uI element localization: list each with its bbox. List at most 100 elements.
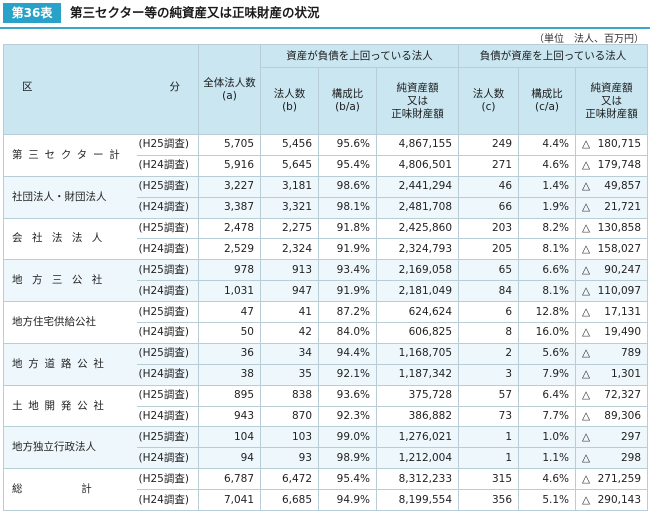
- cell-total: 2,529: [198, 238, 261, 261]
- cell-l-amount: △ 297: [575, 426, 649, 449]
- negative-marker: △: [582, 305, 591, 318]
- cell-a-count: 42: [260, 322, 319, 344]
- row-group-label-text: 地方道路公社: [12, 357, 110, 370]
- cell-l-ratio: 1.0%: [518, 426, 577, 449]
- cell-l-amount-value: 72,327: [604, 389, 642, 402]
- row-group-label-text: 地方独立行政法人: [12, 441, 96, 454]
- survey-year: (H24調査): [136, 238, 199, 261]
- negative-marker: △: [582, 159, 591, 172]
- table-row: 地方三公社 (H25調査) 978 913 93.4% 2,169,058 65 6.6% △ 9…: [3, 259, 649, 303]
- cell-l-count: 203: [458, 217, 520, 240]
- cell-total: 47: [198, 301, 261, 324]
- table-row: (H24調査) 2,529 2,324 91.9% 2,324,793 205 8.1% △ 1…: [4, 238, 649, 261]
- cell-l-amount-value: 290,143: [597, 493, 642, 506]
- cell-a-amount: 2,169,058: [375, 259, 460, 282]
- cell-l-amount-value: 298: [620, 451, 642, 464]
- cell-l-amount: △ 158,027: [575, 238, 649, 261]
- cell-total: 3,387: [198, 196, 261, 219]
- row-group-label: 総計: [3, 468, 137, 511]
- cell-l-amount: △ 180,715: [575, 134, 649, 156]
- cell-a-count: 2,275: [260, 217, 319, 240]
- cell-l-ratio: 1.9%: [518, 196, 577, 219]
- cell-l-amount-value: 130,858: [597, 222, 642, 234]
- cell-total: 943: [198, 405, 261, 428]
- cell-l-count: 249: [458, 134, 520, 156]
- cell-l-count: 2: [458, 342, 520, 365]
- cell-l-count: 57: [458, 384, 520, 407]
- negative-marker: △: [582, 222, 591, 234]
- table-body: 第三セクター計 (H25調査) 5,705 5,456 95.6% 4,867,155 24…: [3, 134, 649, 511]
- cell-total: 6,787: [198, 468, 261, 491]
- table-row: 会社法法人 (H25調査) 2,478 2,275 91.8% 2,425,860 203 8…: [3, 217, 649, 261]
- negative-marker: △: [582, 284, 591, 297]
- cell-a-amount: 2,425,860: [375, 217, 460, 240]
- negative-marker: △: [582, 347, 591, 360]
- table-row: 総計 (H25調査) 6,787 6,472 95.4% 8,312,233 315 4.6%…: [3, 468, 649, 511]
- cell-l-count: 271: [458, 154, 520, 177]
- survey-year: (H25調査): [136, 342, 199, 365]
- cell-l-count: 66: [458, 196, 520, 219]
- cell-a-count: 93: [260, 447, 319, 470]
- cell-l-amount-value: 89,306: [604, 410, 642, 423]
- cell-a-amount: 2,481,708: [375, 196, 460, 219]
- cell-l-amount-value: 21,721: [604, 201, 642, 214]
- survey-year: (H24調査): [136, 363, 199, 386]
- cell-l-count: 1: [458, 426, 520, 449]
- header-total: 全体法人数 (a): [198, 44, 261, 135]
- cell-a-count: 3,181: [260, 175, 319, 198]
- cell-l-amount-value: 110,097: [597, 284, 642, 297]
- cell-l-ratio: 4.6%: [518, 154, 577, 177]
- row-group-label: 地方独立行政法人: [3, 426, 137, 470]
- table-title-bar: 第36表 第三セクター等の純資産又は正味財産の状況: [0, 0, 650, 29]
- row-group-label-text: 会社法法人: [12, 232, 112, 245]
- cell-a-amount: 386,882: [375, 405, 460, 428]
- negative-marker: △: [582, 451, 591, 464]
- cell-a-amount: 4,806,501: [375, 154, 460, 177]
- cell-a-ratio: 98.6%: [318, 175, 377, 198]
- header-a-amount: 純資産額 又は 正味財産額: [375, 67, 460, 135]
- cell-l-amount: △ 110,097: [575, 280, 649, 303]
- survey-year: (H24調査): [136, 196, 199, 219]
- row-group-label: 地方住宅供給公社: [3, 301, 137, 344]
- cell-a-amount: 1,212,004: [375, 447, 460, 470]
- row-group-label-text: 地方住宅供給公社: [12, 316, 96, 329]
- cell-a-amount: 624,624: [375, 301, 460, 324]
- row-group-label: 地方道路公社: [3, 342, 137, 386]
- cell-a-count: 947: [260, 280, 319, 303]
- cell-l-count: 1: [458, 447, 520, 470]
- cell-l-amount: △ 179,748: [575, 154, 649, 177]
- cell-a-count: 913: [260, 259, 319, 282]
- cell-a-ratio: 99.0%: [318, 426, 377, 449]
- cell-a-count: 103: [260, 426, 319, 449]
- cell-a-ratio: 95.4%: [318, 154, 377, 177]
- survey-year: (H24調査): [136, 405, 199, 428]
- cell-l-count: 356: [458, 489, 520, 511]
- cell-a-ratio: 87.2%: [318, 301, 377, 324]
- negative-marker: △: [582, 493, 591, 506]
- cell-l-count: 205: [458, 238, 520, 261]
- cell-a-ratio: 95.6%: [318, 134, 377, 156]
- header-l-count: 法人数 (c): [458, 67, 520, 135]
- cell-a-amount: 375,728: [375, 384, 460, 407]
- cell-l-amount: △ 271,259: [575, 468, 649, 491]
- cell-l-amount-value: 49,857: [604, 180, 642, 193]
- survey-year: (H25調査): [136, 175, 199, 198]
- table-row: (H24調査) 943 870 92.3% 386,882 73 7.7% △ 89,306: [4, 405, 649, 428]
- cell-l-amount-value: 271,259: [597, 472, 642, 485]
- cell-l-ratio: 12.8%: [518, 301, 577, 324]
- cell-l-ratio: 5.1%: [518, 489, 577, 511]
- cell-a-amount: 606,825: [375, 322, 460, 344]
- cell-l-ratio: 8.2%: [518, 217, 577, 240]
- negative-marker: △: [582, 410, 591, 423]
- cell-l-ratio: 8.1%: [518, 238, 577, 261]
- row-group-label: 会社法法人: [3, 217, 137, 261]
- cell-a-ratio: 91.9%: [318, 280, 377, 303]
- header-kubun-right: 分: [169, 81, 181, 93]
- header-l-amount: 純資産額 又は 正味財産額: [575, 67, 649, 135]
- cell-l-count: 3: [458, 363, 520, 386]
- header-a-ratio: 構成比 (b/a): [318, 67, 377, 135]
- cell-a-amount: 2,324,793: [375, 238, 460, 261]
- header-kubun-left: 区: [22, 81, 33, 93]
- cell-a-ratio: 91.8%: [318, 217, 377, 240]
- table-row: (H24調査) 94 93 98.9% 1,212,004 1 1.1% △ 298: [4, 447, 649, 470]
